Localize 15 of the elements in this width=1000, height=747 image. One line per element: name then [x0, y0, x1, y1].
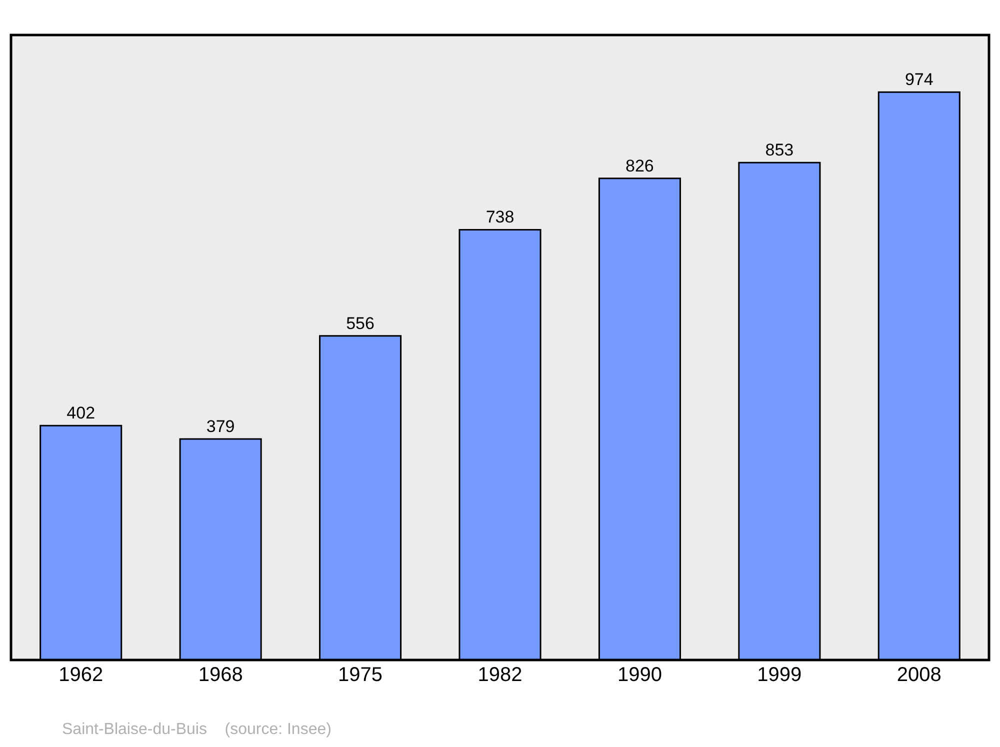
x-tick-label: 1982 [478, 664, 522, 686]
data-label: 556 [346, 314, 374, 333]
x-tick-label: 1990 [617, 664, 662, 686]
x-tick-label: 1999 [757, 664, 802, 686]
data-label: 379 [206, 417, 235, 436]
x-tick-label: 1975 [338, 664, 383, 686]
x-tick-label: 1962 [58, 664, 104, 686]
data-label: 402 [66, 404, 96, 423]
x-tick-label: 1968 [198, 664, 243, 686]
data-label: 738 [486, 208, 514, 227]
text: Saint-Blaise-du-Buis (source: Insee) [62, 721, 332, 738]
data-label: 853 [765, 140, 794, 160]
data-label: 974 [904, 70, 934, 90]
data-label: 826 [626, 156, 654, 176]
x-tick-label: 2008 [896, 664, 942, 686]
